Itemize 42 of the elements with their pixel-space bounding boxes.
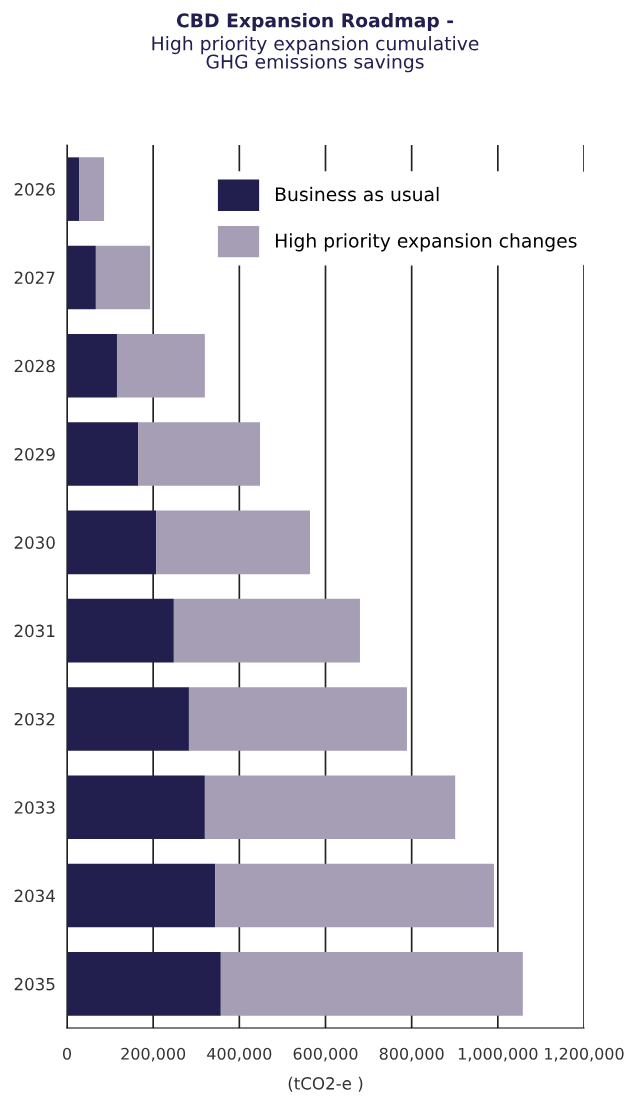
- x-tick-label: 400,000: [207, 1047, 272, 1062]
- bar: [67, 687, 189, 751]
- y-tick-label: 2029: [14, 448, 55, 461]
- bar: [204, 775, 456, 840]
- x-axis-title: (tCO2-e ): [288, 1076, 363, 1092]
- bar: [173, 598, 360, 663]
- y-tick-label: 2027: [14, 271, 55, 285]
- bar: [188, 687, 407, 751]
- x-tick-label: 800,000: [379, 1047, 444, 1062]
- y-tick-label: 2026: [14, 183, 55, 196]
- x-tick-label: 1,200,000: [545, 1047, 624, 1062]
- x-tick-label: 600,000: [293, 1047, 358, 1062]
- bar: [67, 333, 117, 398]
- bar: [67, 775, 205, 840]
- bar: [95, 245, 151, 310]
- x-tick-label: 200,000: [121, 1047, 186, 1062]
- bar: [67, 863, 216, 928]
- bar: [138, 422, 261, 486]
- legend-label: Business as usual: [275, 186, 439, 202]
- y-tick-label: 2031: [14, 624, 55, 638]
- bar: [67, 422, 139, 486]
- y-tick-label: 2028: [14, 359, 55, 373]
- bar: [67, 245, 96, 310]
- x-tick-label: 1,000,000: [458, 1047, 538, 1062]
- y-tick-label: 2030: [14, 536, 55, 549]
- bar: [67, 952, 221, 1016]
- bar: [79, 157, 105, 221]
- y-tick-label: 2035: [14, 977, 55, 991]
- bar: [220, 952, 523, 1016]
- chart-subtitle: High priority expansion cumulative GHG emissions savings: [152, 36, 479, 73]
- bar: [67, 157, 80, 221]
- chart-title: CBD Expansion Roadmap -: [176, 12, 454, 32]
- bar: [67, 510, 157, 575]
- y-tick-label: 2034: [14, 889, 55, 903]
- bar: [116, 333, 205, 398]
- bar: [215, 863, 494, 928]
- bar: [156, 510, 310, 575]
- legend-label: High priority expansion changes: [275, 233, 577, 252]
- y-tick-label: 2032: [14, 712, 55, 726]
- y-tick-label: 2033: [14, 801, 55, 814]
- bar: [67, 598, 174, 663]
- x-tick-label: 0: [62, 1047, 72, 1060]
